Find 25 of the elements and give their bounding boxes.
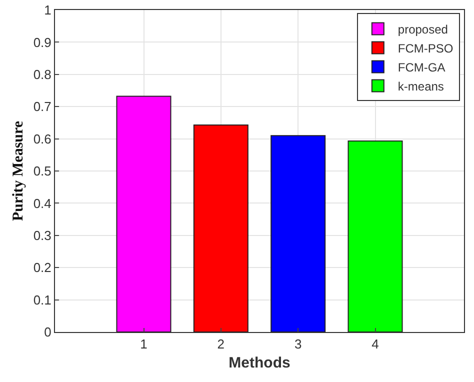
bar bbox=[270, 135, 326, 332]
y-tick-label: 0.8 bbox=[33, 66, 52, 82]
legend-label: proposed bbox=[398, 22, 448, 36]
x-tick-label: 4 bbox=[372, 336, 379, 352]
bar bbox=[348, 140, 403, 332]
y-tick-label: 0.3 bbox=[33, 228, 52, 243]
legend-label: k-means bbox=[398, 79, 444, 94]
bar bbox=[193, 124, 248, 332]
y-tick-label: 1 bbox=[44, 2, 52, 18]
legend-label: FCM-GA bbox=[398, 60, 446, 74]
y-tick-label: 0.9 bbox=[33, 34, 52, 50]
y-tick-label: 0.2 bbox=[33, 260, 52, 276]
y-tick-label: 0.7 bbox=[33, 99, 52, 114]
y-axis-title: Purity Measure bbox=[10, 120, 27, 222]
y-tick-label: 0.4 bbox=[33, 196, 52, 211]
bar bbox=[116, 96, 172, 332]
y-tick-label: 0.5 bbox=[33, 164, 52, 179]
legend-label: FCM-PSO bbox=[398, 41, 454, 56]
y-tick-label: 0.1 bbox=[33, 292, 52, 308]
x-tick-label: 3 bbox=[294, 336, 302, 352]
y-tick-label: 0.6 bbox=[33, 131, 52, 146]
y-tick-label: 0 bbox=[44, 324, 52, 340]
x-tick-label: 1 bbox=[140, 336, 148, 352]
x-axis-title: Methods bbox=[228, 354, 290, 372]
x-tick-label: 2 bbox=[217, 336, 225, 352]
